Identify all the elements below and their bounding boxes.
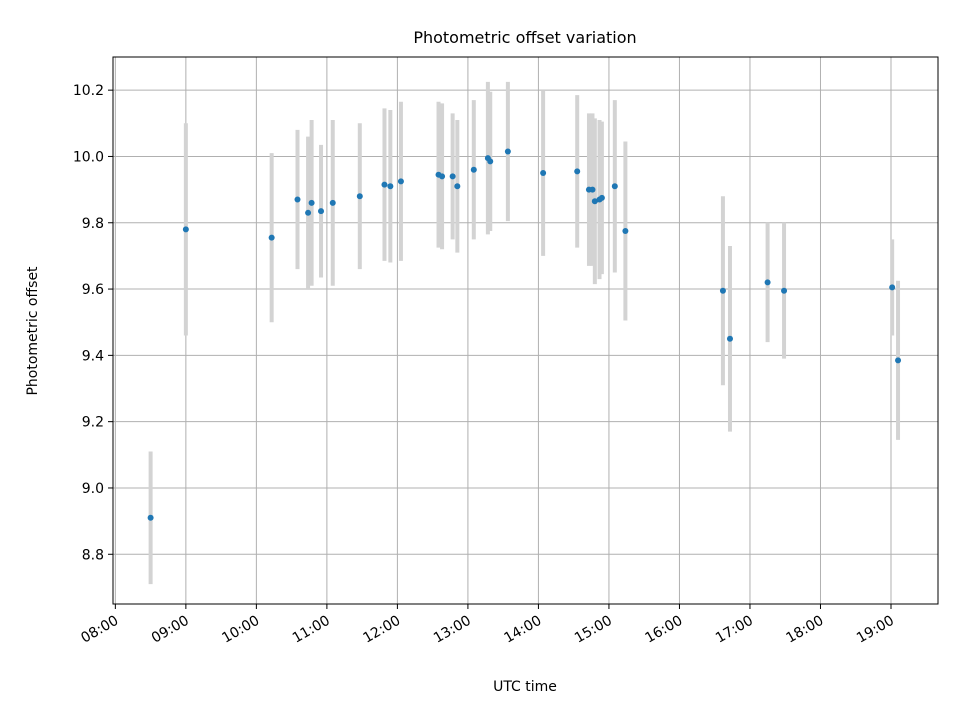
data-point	[397, 178, 404, 185]
y-tick-label: 9.8	[82, 216, 104, 232]
data-point	[487, 158, 494, 165]
data-point	[318, 208, 325, 215]
data-point	[764, 279, 771, 286]
data-point	[589, 186, 596, 193]
data-point	[308, 199, 315, 206]
data-point	[449, 173, 456, 180]
data-point	[387, 183, 394, 190]
x-axis-label: UTC time	[493, 679, 557, 695]
data-point	[719, 287, 726, 294]
data-point	[294, 196, 301, 203]
y-tick-label: 8.8	[82, 547, 104, 563]
data-point	[598, 194, 605, 201]
data-point	[540, 170, 547, 177]
y-axis-label: Photometric offset	[25, 266, 41, 396]
data-points	[147, 148, 902, 521]
data-point	[591, 198, 598, 205]
data-point	[454, 183, 461, 190]
data-point	[329, 199, 336, 206]
y-tick-label: 10.0	[73, 149, 104, 165]
data-point	[611, 183, 618, 190]
plot-frame	[112, 56, 939, 605]
data-point	[381, 181, 388, 188]
data-point	[268, 234, 275, 241]
data-point	[889, 284, 896, 291]
data-point	[622, 228, 629, 235]
y-tick-label: 10.2	[73, 83, 104, 99]
grid	[113, 57, 938, 604]
data-point	[147, 514, 154, 521]
data-point	[781, 287, 788, 294]
data-point	[574, 168, 581, 175]
data-point	[895, 357, 902, 364]
y-tick-label: 9.6	[82, 282, 104, 298]
chart-title: Photometric offset variation	[413, 28, 636, 47]
y-tick-label: 9.4	[82, 348, 104, 364]
data-point	[470, 166, 477, 173]
data-point	[182, 226, 189, 233]
y-axis: 8.8 9.0 9.2 9.4 9.6 9.8 10.0 10.2	[73, 83, 113, 563]
y-tick-label: 9.2	[82, 415, 104, 431]
data-point	[726, 335, 733, 342]
data-point	[305, 209, 312, 216]
data-point	[439, 173, 446, 180]
y-tick-label: 9.0	[82, 481, 104, 497]
data-point	[356, 193, 363, 200]
data-point	[504, 148, 511, 155]
